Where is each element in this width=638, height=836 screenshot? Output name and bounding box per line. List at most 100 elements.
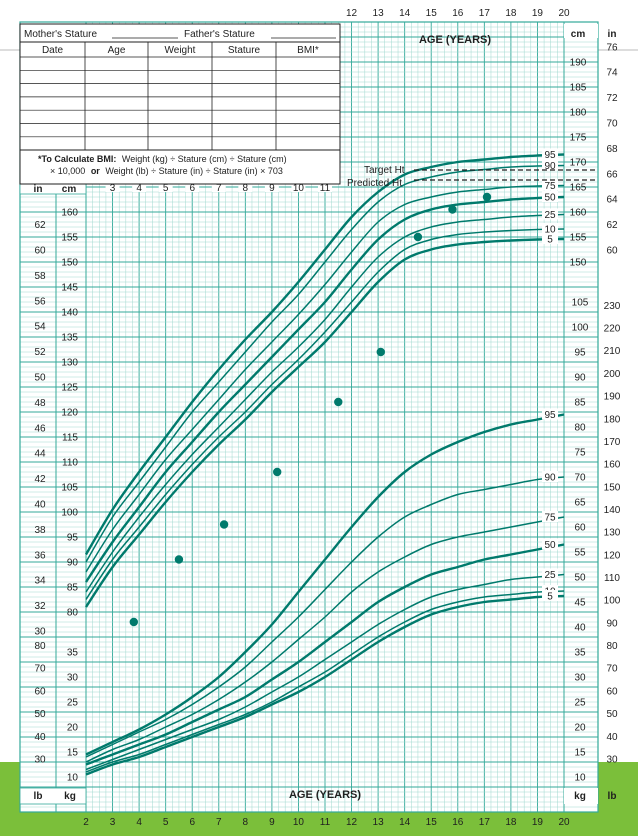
svg-text:× 10,000 or Weight: × 10,000 or Weight (lb) ÷ Stature (in) ÷… [50, 166, 283, 176]
stature-percentile-75 [85, 184, 565, 573]
age-tick-bottom: 18 [505, 817, 517, 828]
unit-cm-left: cm [62, 184, 77, 195]
weight-measurement-point [376, 347, 385, 357]
age-tick-bottom: 2 [83, 817, 89, 828]
unit-lb-right: lb [608, 791, 617, 802]
table-header-0: Date [42, 45, 64, 56]
stature-in-tick-right: 60 [606, 246, 618, 257]
stature-in-tick-right: 66 [606, 169, 618, 180]
weight-kg-tick-right: 90 [574, 373, 586, 384]
table-header-4: BMI* [297, 45, 319, 56]
weight-lb-tick: 70 [34, 664, 46, 675]
stature-in-tick-right: 74 [606, 68, 618, 79]
weight-lb-tick-right: 90 [606, 618, 618, 629]
stature-cm-tick-right: 155 [570, 233, 587, 244]
percentile-curves: 95907550251059590755025105 [84, 148, 565, 776]
weight-kg-tick-right: 15 [574, 748, 586, 759]
stature-cm-tick-right: 150 [570, 258, 587, 269]
weight-measurement-point [219, 520, 229, 529]
stature-in-tick: 38 [34, 525, 46, 536]
weight-percentile-label: 75 [544, 513, 556, 524]
age-tick-bottom: 14 [399, 817, 411, 828]
weight-lb-tick-right: 220 [604, 324, 621, 335]
weight-lb-tick-right: 80 [606, 641, 618, 652]
age-tick-mid: 7 [216, 183, 222, 194]
stature-cm-tick: 145 [61, 283, 78, 294]
age-tick-mid: 8 [243, 183, 249, 194]
unit-in-left: in [34, 184, 43, 195]
stature-percentile-label: 90 [544, 161, 556, 172]
age-tick-mid: 6 [189, 183, 195, 194]
age-tick-bottom: 5 [163, 817, 169, 828]
stature-in-tick: 50 [34, 373, 46, 384]
stature-in-tick: 30 [34, 627, 46, 638]
stature-in-tick-right: 76 [606, 42, 618, 53]
unit-lb-left: lb [34, 791, 43, 802]
weight-kg-tick-right: 35 [574, 648, 586, 659]
stature-in-tick: 40 [34, 500, 46, 511]
stature-cm-tick: 130 [61, 358, 78, 369]
weight-kg-tick-right: 85 [574, 398, 586, 409]
stature-percentile-95 [84, 153, 565, 556]
weight-lb-tick-right: 130 [604, 528, 621, 539]
stature-cm-tick: 90 [67, 558, 79, 569]
weight-percentile-label: 95 [544, 410, 556, 421]
age-tick-top: 18 [505, 8, 517, 19]
weight-kg-tick: 30 [67, 673, 79, 684]
weight-percentile-label: 90 [544, 473, 556, 484]
weight-kg-tick-right: 105 [572, 298, 589, 309]
stature-percentile-label: 50 [544, 193, 556, 204]
record-table: Mother's Stature Father's Stature Date Ag… [19, 23, 341, 185]
weight-lb-tick-right: 50 [606, 709, 618, 720]
weight-percentile-75 [85, 516, 565, 763]
stature-cm-tick-right: 180 [570, 108, 587, 119]
stature-cm-tick: 150 [61, 258, 78, 269]
stature-cm-tick: 120 [61, 408, 78, 419]
weight-lb-tick-right: 180 [604, 414, 621, 425]
stature-cm-tick-right: 165 [570, 183, 587, 194]
weight-lb-tick: 30 [34, 754, 46, 765]
age-tick-top: 15 [426, 8, 438, 19]
weight-kg-tick-right: 70 [574, 473, 586, 484]
age-tick-bottom: 17 [479, 817, 491, 828]
stature-cm-tick: 135 [61, 333, 78, 344]
weight-lb-tick-right: 230 [604, 301, 621, 312]
unit-in-right: in [608, 29, 617, 40]
weight-measurement-point [174, 555, 184, 564]
weight-measurement-point [129, 617, 138, 627]
weight-lb-tick-right: 170 [604, 437, 621, 448]
stature-cm-tick-right: 160 [570, 208, 587, 219]
stature-in-tick: 34 [34, 576, 46, 587]
age-tick-mid: 10 [293, 183, 305, 194]
target-ht-label: Target Ht [364, 165, 405, 176]
stature-in-tick-right: 62 [606, 220, 618, 231]
weight-lb-tick-right: 190 [604, 392, 621, 403]
stature-in-tick: 48 [34, 398, 46, 409]
age-tick-bottom: 20 [558, 817, 570, 828]
stature-in-tick: 32 [34, 601, 46, 612]
weight-kg-tick-right: 40 [574, 623, 586, 634]
age-tick-top: 20 [558, 8, 570, 19]
stature-in-tick: 44 [34, 449, 46, 460]
stature-in-tick: 62 [34, 220, 46, 231]
stature-in-tick-right: 70 [606, 119, 618, 130]
stature-cm-tick-right: 190 [570, 58, 587, 69]
weight-kg-tick-right: 25 [574, 698, 586, 709]
age-tick-bottom: 19 [532, 817, 544, 828]
age-tick-bottom: 12 [346, 817, 358, 828]
weight-lb-tick-right: 60 [606, 686, 618, 697]
age-tick-bottom: 13 [373, 817, 385, 828]
age-tick-top: 12 [346, 8, 358, 19]
stature-in-tick-right: 64 [606, 195, 618, 206]
measurement-points [129, 192, 492, 627]
weight-lb-tick-right: 70 [606, 664, 618, 675]
age-title-bottom: AGE (YEARS) [289, 789, 361, 801]
weight-kg-tick-right: 95 [574, 348, 586, 359]
stature-cm-tick: 140 [61, 308, 78, 319]
weight-lb-tick-right: 120 [604, 550, 621, 561]
weight-lb-tick: 80 [34, 641, 46, 652]
stature-in-tick: 54 [34, 322, 46, 333]
age-tick-bottom: 16 [452, 817, 464, 828]
stature-in-tick: 46 [34, 423, 46, 434]
